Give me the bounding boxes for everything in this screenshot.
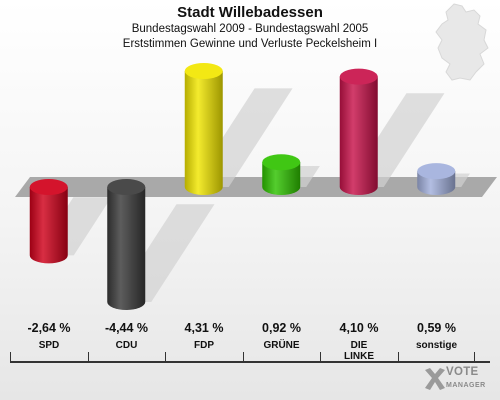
germany-map-icon (435, 3, 489, 81)
category-label-line: DIE (350, 340, 368, 351)
value-label-1: -4,44 % (104, 321, 149, 335)
chart-subtitle-election: Bundestagswahl 2009 - Bundestagswahl 200… (131, 23, 369, 35)
value-label-3: 0,92 % (262, 321, 301, 335)
category-label-line: SPD (38, 340, 60, 351)
chart-subtitle-detail: Erststimmen Gewinne und Verluste Peckels… (122, 38, 378, 50)
vote-manager-logo: VOTE MANAGER (422, 362, 494, 396)
axis-tick-3 (242, 352, 244, 362)
value-label-2: 4,31 % (184, 321, 224, 335)
chart-header: Stadt Willebadessen Bundestagswahl 2009 … (0, 4, 500, 52)
value-label-4: 4,10 % (339, 321, 379, 335)
category-label-line: LINKE (344, 351, 374, 362)
category-label-2: FDP (165, 340, 243, 351)
vote-manager-wordmark: VOTE MANAGER (446, 366, 486, 392)
category-label-0: SPD (10, 340, 88, 351)
chart-title: Stadt Willebadessen (177, 4, 323, 21)
category-label-1: CDU (88, 340, 166, 351)
category-label-line: CDU (115, 340, 138, 351)
value-label-0: -2,64 % (27, 321, 71, 335)
category-label-line: FDP (194, 340, 214, 351)
axis-tick-2 (165, 352, 166, 362)
bar-cap-1 (107, 179, 146, 195)
axis-tick-1 (87, 352, 89, 362)
axis-tick-end (474, 352, 475, 362)
category-label-3: GRÜNE (243, 340, 321, 351)
category-label-5: sonstige (398, 340, 476, 351)
bar-cdu (107, 187, 146, 310)
bar-cap-4 (339, 68, 378, 85)
axis-tick-5 (397, 352, 399, 362)
bar-cap-3 (262, 154, 301, 171)
category-label-line: sonstige (415, 340, 458, 351)
logo-line-vote: VOTE (446, 366, 479, 378)
ballot-cross-icon (425, 368, 445, 390)
bar-grüne (262, 162, 301, 195)
axis-tick-4 (320, 352, 321, 362)
logo-line-manager: MANAGER (446, 382, 486, 389)
axis-tick-0 (10, 352, 11, 362)
category-label-4: DIE LINKE (320, 340, 398, 362)
bar-cap-5 (417, 163, 456, 180)
value-label-5: 0,59 % (417, 321, 456, 335)
bar-cap-0 (29, 179, 68, 195)
bar-die-linke (339, 76, 378, 195)
bars (29, 63, 456, 310)
bar-spd (29, 187, 68, 264)
bar-fdp (184, 71, 223, 195)
bar-cap-2 (184, 63, 223, 79)
category-label-line: GRÜNE (263, 340, 300, 351)
category-axis-line (10, 361, 490, 363)
